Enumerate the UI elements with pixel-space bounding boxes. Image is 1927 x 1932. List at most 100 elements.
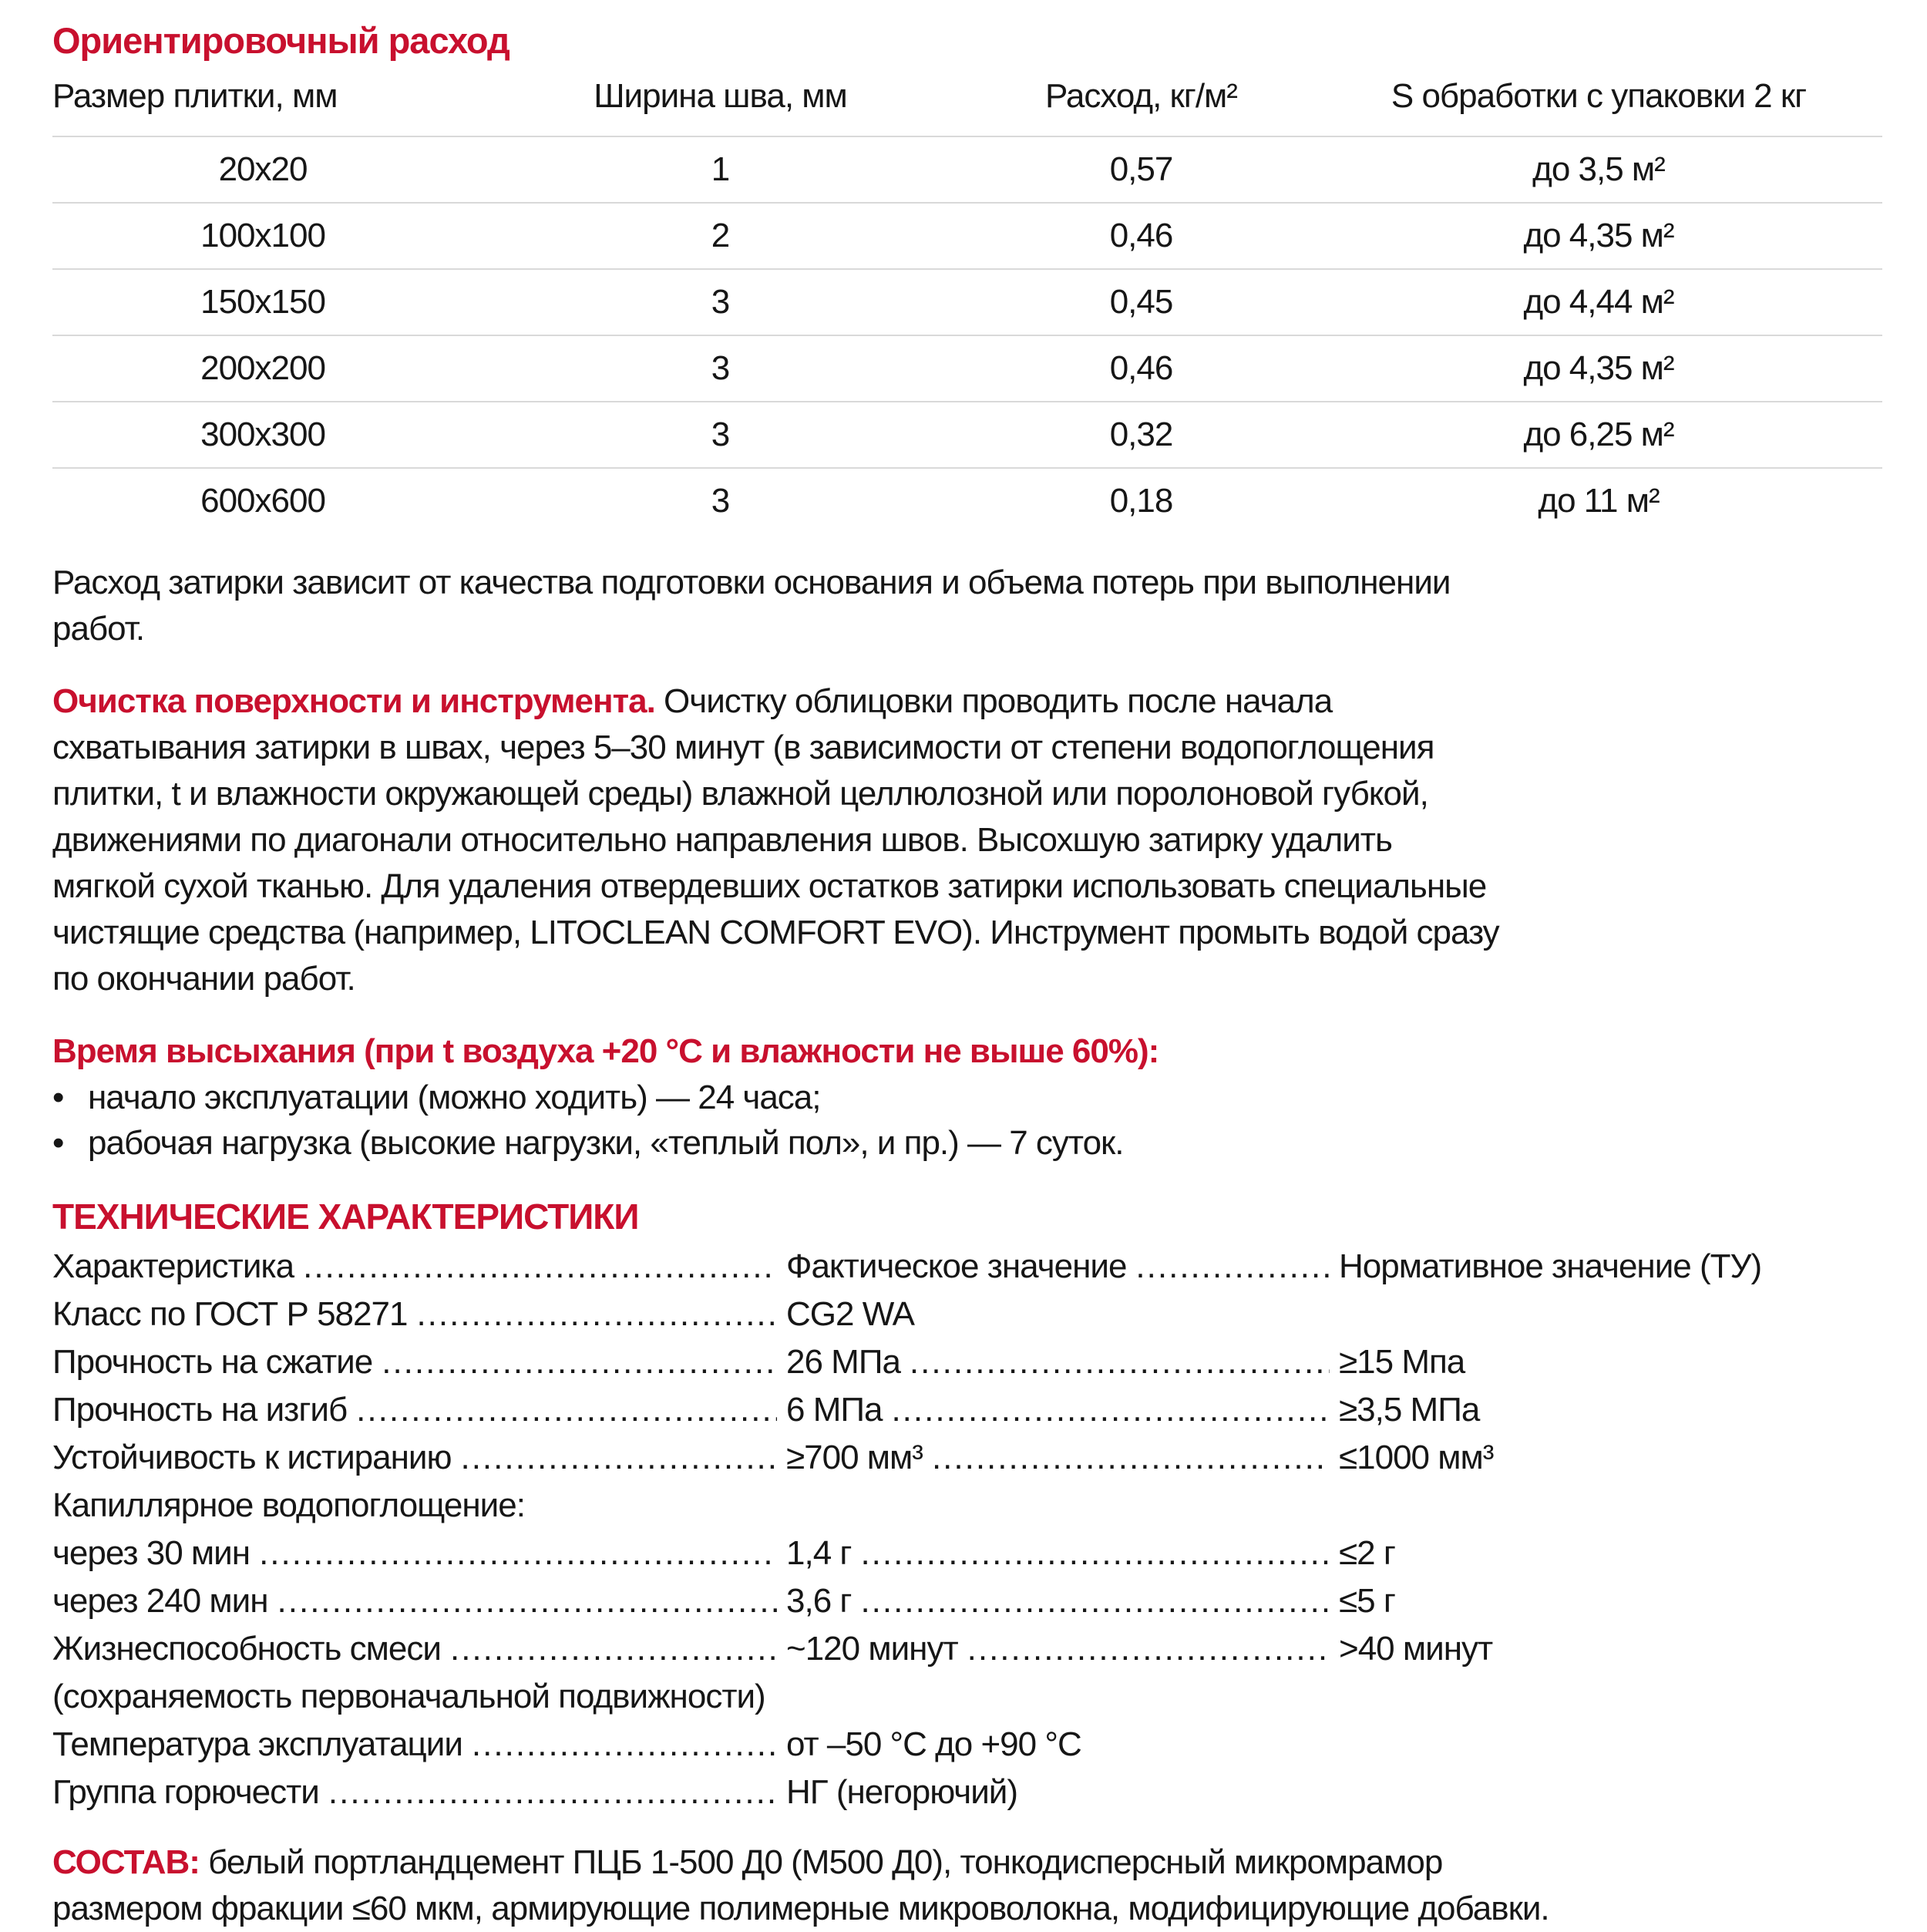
table-row: 20x20 1 0,57 до 3,5 м²: [52, 136, 1882, 203]
cleaning-line: чистящие средства (например, LITOCLEAN C…: [52, 914, 1500, 951]
spec-col-label: Жизнеспособность смеси..................…: [52, 1625, 786, 1673]
note-line: Расход затирки зависит от качества подго…: [52, 564, 1451, 601]
spec-leader: ........................................…: [931, 1439, 1330, 1476]
column-header: Расход, кг/м²: [967, 72, 1316, 137]
spec-label: Жизнеспособность смеси: [52, 1630, 442, 1668]
spec-row: через 30 мин............................…: [52, 1530, 1882, 1577]
composition-line: размером фракции ≤60 мкм, армирующие пол…: [52, 1890, 1550, 1927]
spec-value: 1,4 г: [786, 1534, 852, 1572]
table-cell: 20x20: [218, 150, 308, 188]
column-header: Ширина шва, мм: [473, 72, 967, 137]
spec-label: Устойчивость к истиранию: [52, 1439, 452, 1476]
spec-col-value: 6 МПа...................................…: [786, 1386, 1339, 1434]
spec-row: Класс по ГОСТ Р 58271...................…: [52, 1291, 1882, 1338]
consumption-table-body: 20x20 1 0,57 до 3,5 м² 100x100 2 0,46 до 4,35 м…: [52, 136, 1882, 533]
spec-col-norm: ≤5 г: [1339, 1577, 1882, 1625]
table-cell: 150x150: [52, 268, 474, 335]
spec-col-norm: ≥15 Мпа: [1339, 1338, 1882, 1386]
spec-col-label: Группа горючести........................…: [52, 1769, 786, 1816]
bullet-icon: •: [52, 1124, 64, 1162]
spec-norm: ≤2 г: [1339, 1534, 1396, 1572]
table-cell: 3: [473, 467, 967, 533]
spec-leader: ........................................…: [328, 1773, 777, 1811]
cleaning-line: по окончании работ.: [52, 960, 356, 998]
composition-line-text: белый портландцемент ПЦБ 1-500 Д0 (М500 …: [199, 1843, 1443, 1881]
consumption-note: Расход затирки зависит от качества подго…: [52, 560, 1882, 652]
spec-col-value: Фактическое значение....................…: [786, 1243, 1339, 1291]
spec-value: НГ (негорючий): [786, 1773, 1018, 1811]
cleaning-paragraph: Очистка поверхности и инструмента. Очист…: [52, 678, 1882, 1002]
spec-leader: ........................................…: [471, 1725, 777, 1763]
spec-value: 6 МПа: [786, 1391, 883, 1429]
spec-row: Капиллярное водопоглощение:: [52, 1482, 1882, 1530]
table-cell: 2: [473, 202, 967, 269]
bullet-item: • начало эксплуатации (можно ходить) — 24…: [52, 1075, 1882, 1120]
consumption-section-title: Ориентировочный расход: [52, 20, 510, 61]
spec-col-norm: ≥3,5 МПа: [1339, 1386, 1882, 1434]
bullet-item-text: начало эксплуатации (можно ходить) — 24 …: [88, 1079, 821, 1116]
spec-label: через 240 мин: [52, 1582, 269, 1620]
spec-col-value: 1,4 г...................................…: [786, 1530, 1339, 1577]
spec-leader: ........................................…: [460, 1439, 777, 1476]
table-cell: 200x200: [52, 335, 474, 402]
spec-col-value: от –50 °C до +90 °C: [786, 1721, 1339, 1769]
table-row: 300x300 3 0,32 до 6,25 м²: [52, 401, 1882, 468]
table-cell: 3: [473, 401, 967, 468]
table-cell: 0,45: [967, 268, 1316, 335]
spec-leader: ........................................…: [356, 1391, 777, 1429]
consumption-table: Размер плитки, мм Ширина шва, мм Расход, к…: [52, 72, 1882, 533]
table-cell: 3: [473, 268, 967, 335]
composition-line: СОСТАВ: белый портландцемент ПЦБ 1-500 Д…: [52, 1839, 1882, 1886]
spec-col-label: Класс по ГОСТ Р 58271...................…: [52, 1291, 786, 1338]
bullet-icon: •: [52, 1079, 64, 1116]
table-cell: 3: [473, 335, 967, 402]
spec-label: Прочность на сжатие: [52, 1343, 373, 1381]
spec-col-label: через 30 мин............................…: [52, 1530, 786, 1577]
spec-col-label: через 240 мин...........................…: [52, 1577, 786, 1625]
spec-leader: ........................................…: [891, 1391, 1330, 1429]
cleaning-line: схватывания затирки в швах, через 5–30 м…: [52, 729, 1434, 766]
spec-row: (сохраняемость первоначальной подвижност…: [52, 1673, 1882, 1721]
spec-norm: ≥15 Мпа: [1339, 1343, 1465, 1381]
spec-label: Класс по ГОСТ Р 58271: [52, 1295, 408, 1333]
table-cell: 0,46: [967, 202, 1316, 269]
column-header: Размер плитки, мм: [52, 72, 474, 137]
table-cell: 0,57: [1109, 150, 1174, 188]
table-cell: до 11 м²: [1315, 467, 1882, 533]
spec-row: Устойчивость к истиранию................…: [52, 1434, 1882, 1482]
cleaning-line: мягкой сухой тканью. Для удаления отверд…: [52, 867, 1487, 905]
column-header: S обработки с упаковки 2 кг: [1315, 72, 1882, 137]
bullet-item: • рабочая нагрузка (высокие нагрузки, «те…: [52, 1120, 1882, 1166]
spec-row: Жизнеспособность смеси..................…: [52, 1625, 1882, 1673]
consumption-table-head: Размер плитки, мм Ширина шва, мм Расход, к…: [52, 72, 1882, 137]
spec-row: Прочность на изгиб......................…: [52, 1386, 1882, 1434]
spec-col-value: 26 МПа..................................…: [786, 1338, 1339, 1386]
composition-paragraph: СОСТАВ: белый портландцемент ПЦБ 1-500 Д…: [52, 1839, 1882, 1932]
specs-list: Характеристика..........................…: [52, 1243, 1882, 1816]
spec-label: Прочность на изгиб: [52, 1391, 348, 1429]
drying-items: • начало эксплуатации (можно ходить) — 24…: [52, 1075, 1882, 1166]
spec-col-label: Прочность на сжатие.....................…: [52, 1338, 786, 1386]
spec-label: Температура эксплуатации: [52, 1725, 463, 1763]
note-line: работ.: [52, 610, 145, 648]
spec-col-label: (сохраняемость первоначальной подвижност…: [52, 1673, 1882, 1721]
spec-col-label: Прочность на изгиб......................…: [52, 1386, 786, 1434]
table-header-row: Размер плитки, мм Ширина шва, мм Расход, к…: [52, 72, 1882, 137]
spec-leader: ........................................…: [277, 1582, 777, 1620]
spec-row: через 240 мин...........................…: [52, 1577, 1882, 1625]
spec-col-value: ≥700 мм³................................…: [786, 1434, 1339, 1482]
spec-col-label: Капиллярное водопоглощение:: [52, 1482, 1882, 1530]
table-cell: 0,32: [967, 401, 1316, 468]
cleaning-heading: Очистка поверхности и инструмента.: [52, 682, 656, 720]
spec-col-norm: ≤2 г: [1339, 1530, 1882, 1577]
table-cell: 1: [711, 150, 730, 188]
bullet-item-text: рабочая нагрузка (высокие нагрузки, «теп…: [88, 1124, 1125, 1162]
spec-col-norm: >40 минут: [1339, 1625, 1882, 1673]
table-cell: 0,46: [967, 335, 1316, 402]
spec-col-norm: Нормативное значение (ТУ): [1339, 1243, 1882, 1291]
spec-value: ≥700 мм³: [786, 1439, 923, 1476]
spec-norm: ≤1000 мм³: [1339, 1439, 1494, 1476]
spec-col-value: 3,6 г...................................…: [786, 1577, 1339, 1625]
spec-col-value: НГ (негорючий): [786, 1769, 1339, 1816]
